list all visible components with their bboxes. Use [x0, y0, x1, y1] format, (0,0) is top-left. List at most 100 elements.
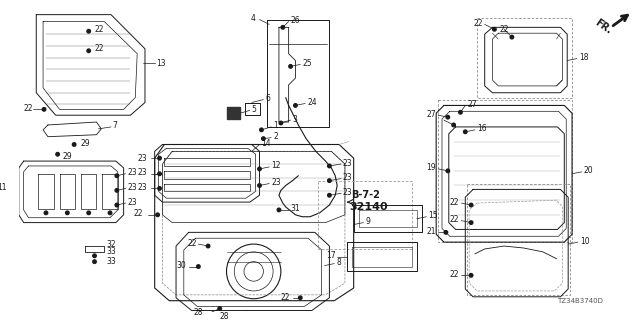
Circle shape — [294, 104, 297, 107]
Circle shape — [93, 254, 96, 258]
Circle shape — [469, 274, 473, 277]
Circle shape — [281, 26, 285, 29]
Circle shape — [328, 194, 331, 197]
Text: 6: 6 — [266, 94, 270, 103]
Circle shape — [87, 211, 90, 215]
Circle shape — [469, 221, 473, 224]
Text: 16: 16 — [477, 124, 486, 133]
Circle shape — [469, 203, 473, 207]
Text: 15: 15 — [428, 211, 438, 220]
Text: 4: 4 — [251, 14, 255, 23]
Text: 1: 1 — [273, 122, 278, 131]
Circle shape — [258, 167, 261, 171]
Text: 32140: 32140 — [349, 202, 387, 212]
Text: 31: 31 — [291, 204, 300, 213]
Text: 26: 26 — [291, 16, 300, 25]
Text: 22: 22 — [499, 25, 509, 34]
Text: 7: 7 — [112, 122, 117, 131]
Text: 25: 25 — [302, 59, 312, 68]
Text: 22: 22 — [133, 209, 143, 218]
Circle shape — [87, 49, 90, 52]
Circle shape — [115, 203, 118, 207]
Circle shape — [218, 307, 221, 310]
Circle shape — [289, 65, 292, 68]
Circle shape — [115, 174, 118, 178]
Text: 8: 8 — [336, 258, 341, 267]
Text: 9: 9 — [365, 217, 370, 226]
Circle shape — [65, 211, 69, 215]
Text: 28: 28 — [194, 308, 204, 317]
Text: 2: 2 — [273, 132, 278, 141]
Circle shape — [493, 28, 496, 31]
Circle shape — [156, 213, 159, 217]
Circle shape — [446, 116, 449, 119]
Circle shape — [56, 153, 60, 156]
Text: 22: 22 — [95, 25, 104, 34]
Circle shape — [87, 29, 90, 33]
Circle shape — [206, 244, 210, 248]
Circle shape — [463, 130, 467, 133]
Circle shape — [44, 211, 48, 215]
Text: 23: 23 — [271, 178, 281, 187]
Circle shape — [260, 128, 263, 132]
Circle shape — [108, 211, 112, 215]
Text: 3: 3 — [292, 115, 298, 124]
Text: 33: 33 — [106, 247, 116, 256]
Circle shape — [196, 265, 200, 268]
Text: 23: 23 — [343, 188, 353, 197]
Text: 32: 32 — [106, 240, 116, 249]
Circle shape — [298, 296, 302, 300]
Text: 23: 23 — [343, 173, 353, 182]
Text: 24: 24 — [307, 98, 317, 107]
Circle shape — [158, 187, 161, 190]
Text: 29: 29 — [81, 139, 90, 148]
Circle shape — [277, 208, 281, 212]
Text: 22: 22 — [95, 44, 104, 53]
Text: 27: 27 — [426, 110, 436, 119]
Circle shape — [93, 260, 96, 263]
Circle shape — [258, 184, 261, 187]
Circle shape — [446, 169, 449, 172]
Text: 10: 10 — [580, 237, 589, 246]
Circle shape — [262, 137, 265, 140]
Text: 30: 30 — [176, 261, 186, 270]
Text: 22: 22 — [450, 270, 460, 279]
Circle shape — [459, 110, 462, 114]
Text: 11: 11 — [0, 183, 7, 192]
Circle shape — [328, 179, 331, 182]
Text: 22: 22 — [188, 239, 197, 248]
Text: 22: 22 — [281, 293, 291, 302]
Text: 23: 23 — [127, 183, 137, 192]
Text: 21: 21 — [426, 227, 436, 236]
Text: 20: 20 — [584, 166, 593, 175]
Circle shape — [328, 164, 331, 168]
Text: 23: 23 — [127, 168, 137, 177]
Text: FR.: FR. — [593, 17, 614, 36]
Text: 23: 23 — [137, 154, 147, 163]
Text: 19: 19 — [426, 164, 436, 172]
Circle shape — [72, 143, 76, 146]
Circle shape — [158, 172, 161, 176]
Text: 23: 23 — [137, 168, 147, 177]
Text: 23: 23 — [127, 197, 137, 207]
Text: 22: 22 — [450, 197, 460, 207]
Circle shape — [115, 188, 118, 192]
Circle shape — [158, 156, 161, 160]
Circle shape — [444, 231, 447, 234]
Text: 22: 22 — [24, 104, 33, 113]
Text: 5: 5 — [252, 105, 257, 114]
Circle shape — [245, 313, 249, 316]
Text: 12: 12 — [271, 162, 281, 171]
Text: 18: 18 — [579, 53, 588, 62]
Text: 23: 23 — [137, 183, 147, 192]
Text: 33: 33 — [106, 257, 116, 266]
Text: TZ34B3740D: TZ34B3740D — [557, 298, 604, 304]
Text: 29: 29 — [63, 152, 72, 161]
Polygon shape — [227, 108, 240, 119]
Text: 28: 28 — [220, 312, 229, 320]
Circle shape — [510, 35, 514, 39]
Circle shape — [452, 123, 456, 127]
Text: 23: 23 — [343, 158, 353, 168]
Text: 22: 22 — [473, 19, 483, 28]
Text: 22: 22 — [450, 215, 460, 224]
